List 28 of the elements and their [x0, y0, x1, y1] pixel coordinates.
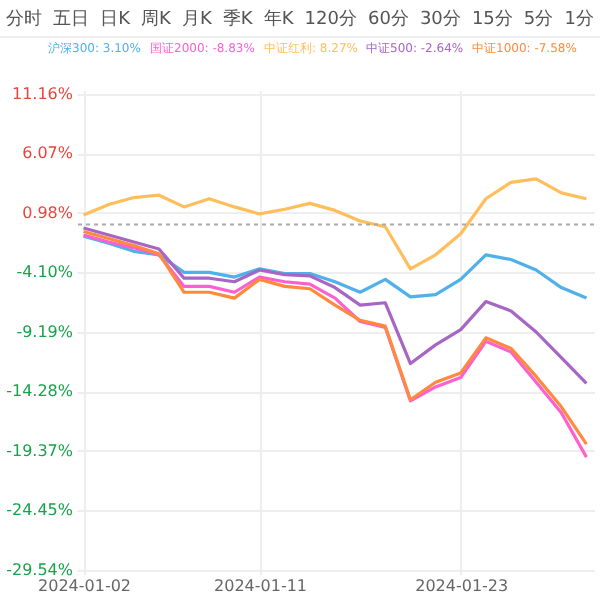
- text: 5分: [523, 7, 554, 31]
- text: 15分: [471, 7, 513, 31]
- y-tick-label: -9.19%: [16, 322, 74, 341]
- line-series: [81, 177, 589, 271]
- y-tick-label: 11.16%: [11, 84, 74, 103]
- y-tick-label: -29.54%: [6, 560, 74, 579]
- x-tick-label: 2024-01-11: [214, 577, 308, 595]
- y-tick-label: 6.07%: [22, 144, 74, 163]
- y-tick-label: -14.28%: [6, 382, 74, 401]
- text: 1分: [564, 7, 594, 31]
- x-tick-label: 2024-01-02: [38, 577, 132, 595]
- text: 季K: [222, 7, 253, 31]
- text: 五日: [53, 7, 90, 31]
- line-series: [81, 234, 589, 300]
- y-tick-label: -19.37%: [6, 441, 74, 460]
- text: 30分: [419, 7, 461, 31]
- text: 日K: [100, 7, 130, 31]
- y-tick-label: -4.10%: [16, 263, 74, 282]
- y-tick-label: 0.98%: [22, 203, 74, 222]
- line-series: [81, 226, 589, 386]
- text: 年K: [263, 7, 294, 31]
- y-tick-label: -24.45%: [6, 501, 74, 520]
- x-tick-label: 2024-01-23: [415, 577, 509, 595]
- text: 分时: [6, 7, 42, 31]
- text: 60分: [367, 7, 409, 31]
- text: 月K: [181, 7, 212, 31]
- text: 周K: [141, 7, 171, 31]
- text: 120分: [304, 7, 357, 31]
